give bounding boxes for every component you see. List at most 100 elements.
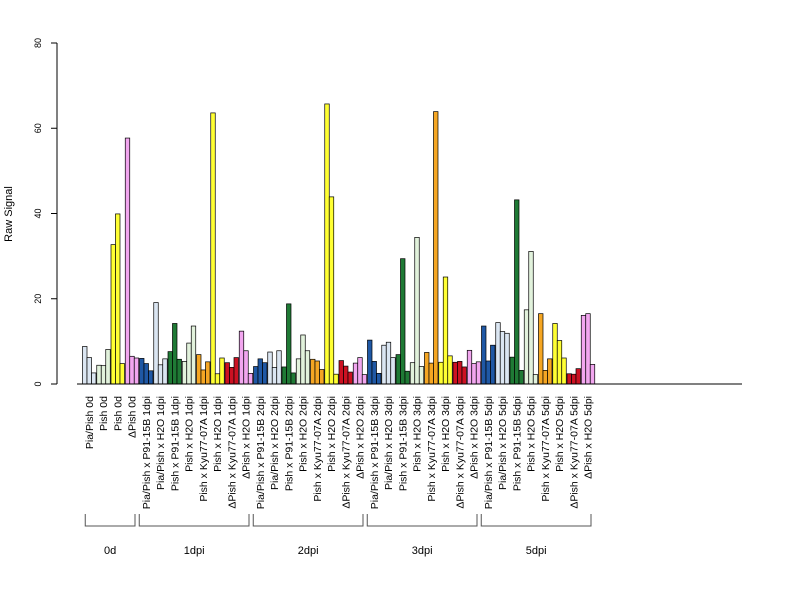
bar bbox=[129, 355, 135, 385]
bar bbox=[475, 361, 482, 385]
bar bbox=[247, 372, 254, 385]
bar bbox=[153, 302, 159, 385]
bar bbox=[157, 364, 164, 385]
category-label: Pish x H2O 2dpi bbox=[298, 396, 310, 472]
bar bbox=[190, 325, 197, 385]
bar bbox=[457, 361, 463, 385]
bar bbox=[86, 357, 92, 385]
group-bracket bbox=[138, 514, 250, 527]
bar bbox=[499, 331, 506, 385]
bar bbox=[433, 111, 439, 385]
category-label: Pia/Pish x H2O 2dpi bbox=[269, 396, 281, 490]
bar bbox=[442, 276, 449, 385]
bar bbox=[186, 342, 192, 385]
group-label: 0d bbox=[104, 545, 116, 557]
bar bbox=[461, 366, 467, 385]
y-axis: 0 20 40 60 80 bbox=[33, 38, 58, 387]
category-label: ΔPish x Kyu77-07A 3dpi bbox=[454, 396, 466, 509]
bar bbox=[167, 351, 173, 385]
bar bbox=[357, 357, 363, 385]
group-label: 3dpi bbox=[412, 545, 433, 557]
bar bbox=[262, 362, 268, 385]
category-label: Pia/Pish 0d bbox=[84, 396, 96, 449]
bar bbox=[409, 362, 416, 385]
bar bbox=[518, 370, 524, 385]
y-tick-label: 20 bbox=[33, 294, 43, 304]
bar bbox=[532, 374, 539, 385]
bar bbox=[585, 313, 591, 385]
bar bbox=[196, 354, 202, 385]
bar bbox=[495, 322, 501, 385]
group-label: 1dpi bbox=[184, 545, 205, 557]
bar bbox=[314, 360, 320, 385]
bar bbox=[542, 370, 548, 385]
bar bbox=[200, 369, 206, 385]
bar bbox=[556, 340, 563, 385]
category-labels: Pia/Pish 0d Pish 0d Pish 0d ΔPish 0d Pia/Pis… bbox=[84, 396, 595, 509]
category-label: Pia/Pish x P91-15B 1dpi bbox=[141, 396, 153, 509]
bar bbox=[381, 344, 387, 385]
bar bbox=[82, 346, 88, 385]
bar bbox=[286, 303, 292, 385]
category-label: Pish x Kyu77-07A 2dpi bbox=[312, 396, 324, 502]
bar bbox=[528, 251, 534, 385]
bar bbox=[414, 237, 420, 385]
bar bbox=[319, 369, 325, 385]
bar bbox=[385, 341, 392, 385]
bar bbox=[105, 349, 111, 385]
bar bbox=[575, 368, 581, 385]
bar bbox=[514, 199, 520, 385]
category-label: ΔPish x H2O 2dpi bbox=[355, 396, 367, 479]
bar bbox=[205, 361, 211, 385]
bars bbox=[82, 103, 596, 385]
bar bbox=[233, 357, 239, 385]
category-label: Pish x H2O 3dpi bbox=[412, 396, 424, 472]
bar bbox=[133, 357, 140, 385]
bar bbox=[343, 365, 349, 385]
bar bbox=[295, 358, 302, 385]
bar bbox=[376, 372, 382, 385]
bar bbox=[395, 354, 401, 385]
bar bbox=[538, 313, 544, 385]
bar bbox=[181, 361, 188, 385]
bar bbox=[172, 323, 178, 385]
bar bbox=[96, 364, 102, 385]
bar bbox=[210, 112, 216, 385]
bar bbox=[566, 373, 572, 385]
bar bbox=[281, 366, 287, 385]
bar bbox=[115, 213, 121, 385]
category-label: Pia/Pish x H2O 5dpi bbox=[497, 396, 509, 490]
bar bbox=[361, 374, 368, 385]
bar bbox=[214, 373, 221, 385]
group-bracket bbox=[480, 514, 592, 527]
bar bbox=[404, 370, 410, 385]
category-label: Pish x Kyu77-07A 3dpi bbox=[426, 396, 438, 502]
bar bbox=[304, 350, 311, 385]
group-brackets: 0d 1dpi 2dpi 3dpi 5dpi bbox=[84, 514, 592, 557]
category-label: Pia/Pish x P91-15B 5dpi bbox=[483, 396, 495, 509]
bar bbox=[552, 323, 558, 385]
bar bbox=[253, 366, 259, 385]
category-label: ΔPish x H2O 1dpi bbox=[241, 396, 253, 479]
bar bbox=[367, 339, 373, 385]
bar bbox=[400, 258, 406, 385]
category-label: Pish x H2O 5dpi bbox=[554, 396, 566, 472]
bar bbox=[224, 362, 230, 385]
category-label: ΔPish 0d bbox=[127, 396, 139, 438]
category-label: Pish x H2O 3dpi bbox=[440, 396, 452, 472]
bar bbox=[91, 372, 97, 385]
bar bbox=[523, 309, 530, 385]
bar bbox=[490, 344, 496, 385]
bar bbox=[143, 363, 149, 385]
bar bbox=[571, 373, 577, 385]
bar bbox=[390, 357, 396, 385]
bar bbox=[485, 360, 491, 385]
category-label: Pia/Pish x P91-15B 2dpi bbox=[255, 396, 267, 509]
category-label: Pish x P91-15B 3dpi bbox=[397, 396, 409, 491]
bar bbox=[238, 330, 245, 385]
bar bbox=[371, 361, 377, 385]
category-label: Pia/Pish x H2O 1dpi bbox=[155, 396, 167, 490]
y-axis-title: Raw Signal bbox=[3, 186, 15, 242]
category-label: Pish x H2O 5dpi bbox=[526, 396, 538, 472]
